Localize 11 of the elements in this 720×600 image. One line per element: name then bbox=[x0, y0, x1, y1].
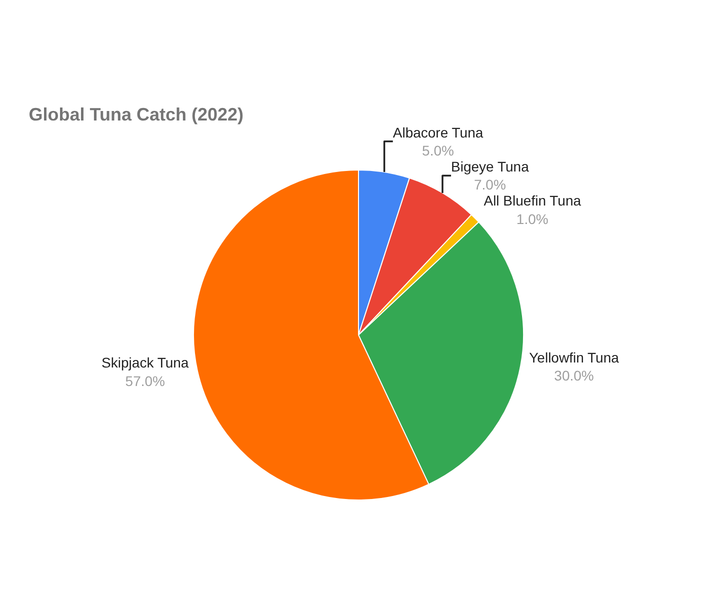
data-label: 7.0% bbox=[474, 176, 506, 193]
chart-title: Global Tuna Catch (2022) bbox=[28, 104, 244, 125]
slice-label: Bigeye Tuna bbox=[451, 158, 530, 174]
data-label: 1.0% bbox=[516, 210, 548, 227]
slice-label: Yellowfin Tuna bbox=[529, 349, 620, 366]
slice-label: All Bluefin Tuna bbox=[484, 192, 582, 209]
slice-label: Albacore Tuna bbox=[392, 124, 484, 140]
data-label: 30.0% bbox=[554, 368, 594, 384]
data-label: 5.0% bbox=[422, 142, 454, 158]
slice-label: Skipjack Tuna bbox=[102, 354, 189, 371]
data-label: 57.0% bbox=[125, 372, 165, 389]
